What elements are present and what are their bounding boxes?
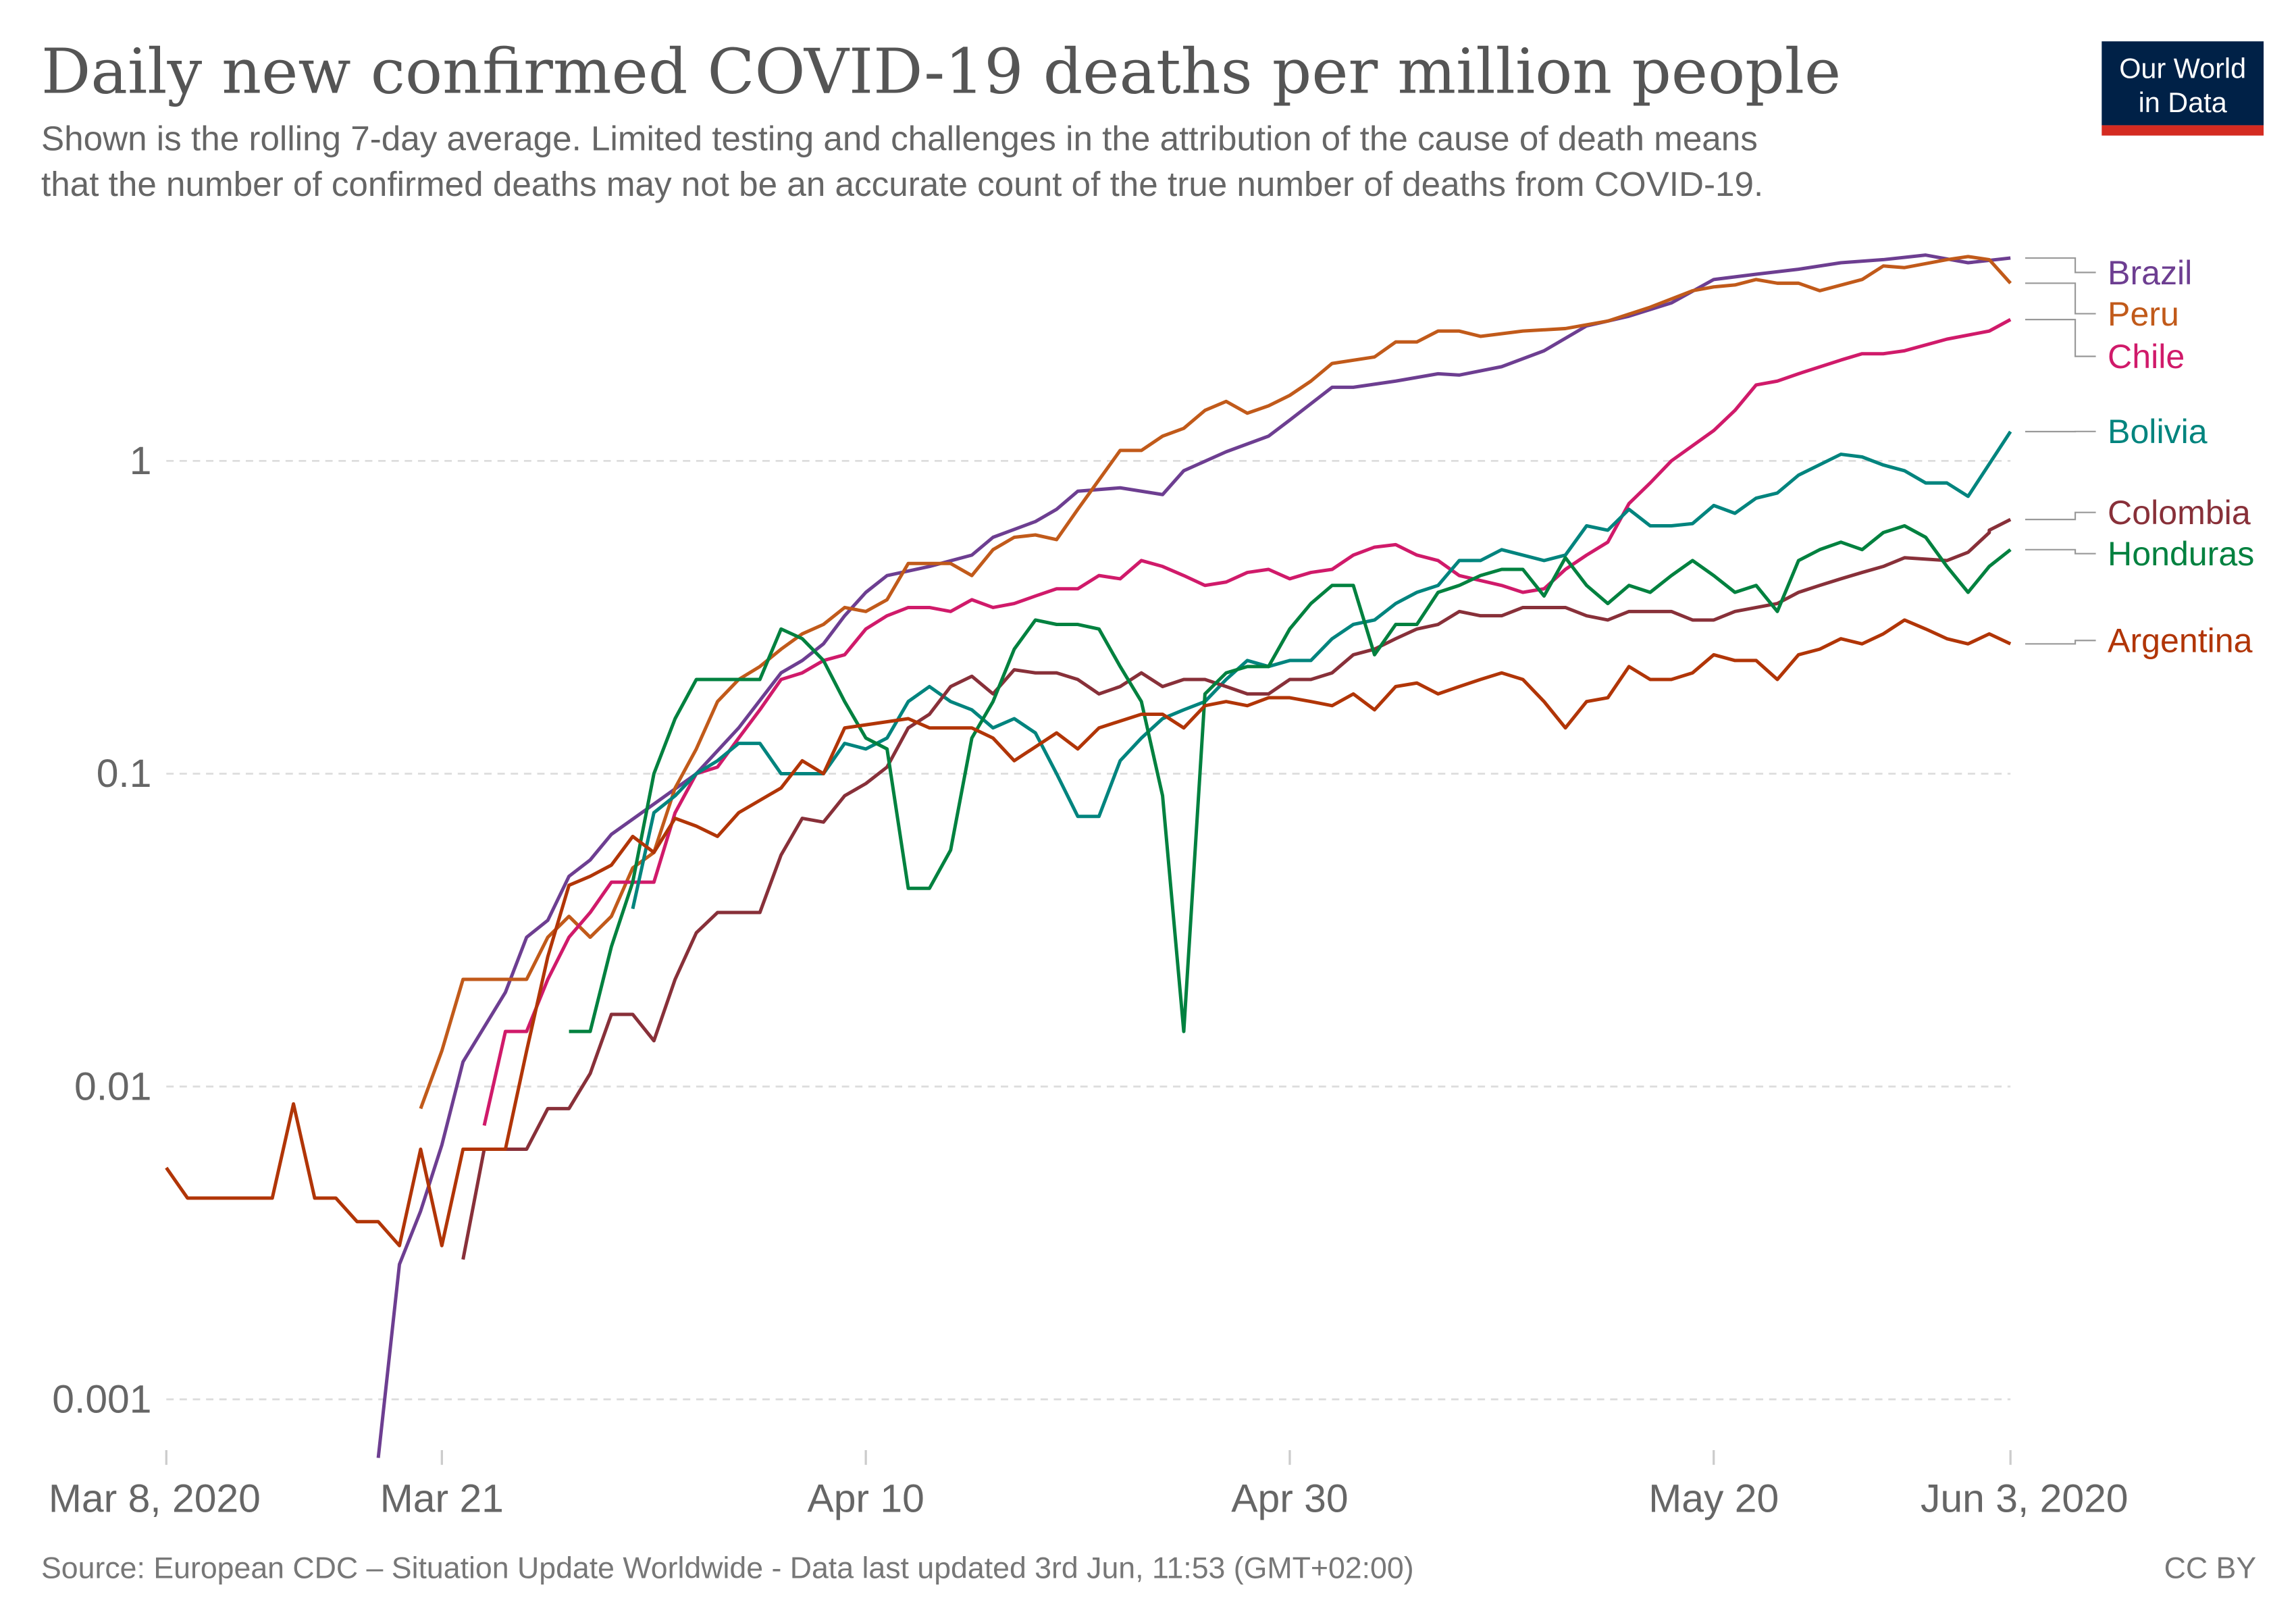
series-label-colombia: Colombia [2108, 494, 2251, 532]
series-line-peru [419, 255, 2012, 1110]
series-label-chile: Chile [2108, 338, 2185, 376]
label-connector [2025, 282, 2096, 315]
y-tick-label: 0.1 [97, 752, 152, 796]
logo-line1: Our World [2119, 53, 2246, 84]
label-connector [2025, 640, 2096, 645]
series-line-honduras [569, 523, 2012, 1033]
license-link[interactable]: CC BY [2164, 1552, 2256, 1585]
y-tick-label: 0.01 [74, 1064, 152, 1108]
series-lines [165, 253, 2012, 1458]
series-label-bolivia: Bolivia [2108, 413, 2208, 451]
series-line-chile [482, 317, 2012, 1126]
series-line-argentina [165, 618, 2012, 1247]
series-line-bolivia [631, 430, 2012, 910]
label-connector [2025, 511, 2096, 521]
y-tick-label: 0.001 [52, 1377, 151, 1421]
owid-logo[interactable]: Our World in Data [2102, 41, 2264, 136]
x-tick-label: Mar 21 [380, 1477, 504, 1521]
chart-subtitle-line1: Shown is the rolling 7-day average. Limi… [41, 120, 1758, 158]
y-tick-label: 1 [130, 439, 152, 483]
series-line-brazil [376, 253, 2011, 1458]
series-label-brazil: Brazil [2108, 254, 2192, 292]
x-axis: Mar 8, 2020 Mar 21 Apr 10 Apr 30 May 20 Jun 3… [49, 1449, 2129, 1521]
x-tick-label: May 20 [1648, 1477, 1779, 1521]
chart-subtitle-line2: that the number of confirmed deaths may … [41, 165, 1763, 203]
x-tick-label: Apr 30 [1231, 1477, 1348, 1521]
x-tick-label: Apr 10 [807, 1477, 924, 1521]
series-label-argentina: Argentina [2108, 622, 2253, 660]
x-tick-label: Mar 8, 2020 [49, 1477, 261, 1521]
series-line-colombia [461, 517, 2012, 1260]
label-connector [2025, 548, 2096, 555]
source-note: Source: European CDC – Situation Update … [41, 1552, 1414, 1585]
y-axis: 1 0.1 0.01 0.001 [52, 439, 151, 1421]
gridlines [166, 459, 2011, 1401]
series-label-peru: Peru [2108, 295, 2179, 333]
series-label-honduras: Honduras [2108, 535, 2254, 573]
logo-background [2102, 41, 2264, 126]
x-tick-label: Jun 3, 2020 [1921, 1477, 2128, 1521]
logo-accent-bar [2102, 125, 2264, 136]
logo-line2: in Data [2139, 87, 2228, 118]
chart-title: Daily new confirmed COVID-19 deaths per … [41, 36, 1841, 108]
label-connector [2025, 319, 2096, 357]
label-connector [2025, 257, 2096, 274]
